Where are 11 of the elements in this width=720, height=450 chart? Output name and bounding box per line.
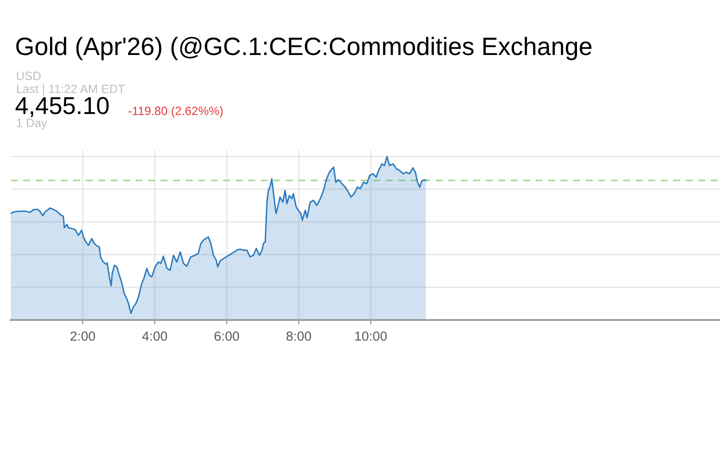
- x-tick-label: 2:00: [70, 331, 96, 341]
- text: 1 Day: [16, 118, 48, 130]
- text: Last | 11:22 AM EDT: [16, 84, 125, 96]
- text: -119.80 (2.62%%): [128, 106, 223, 118]
- chart-title: Gold (Apr'26) (@GC.1:CEC:Commodities Exchange: [16, 36, 592, 60]
- x-tick-label: 4:00: [142, 331, 168, 341]
- x-tick-label: 6:00: [214, 331, 240, 341]
- x-tick-label: 10:00: [355, 331, 387, 341]
- x-tick-label: 8:00: [286, 331, 312, 341]
- text: 4,455.10: [16, 97, 109, 118]
- chart-subtitle: USD: [16, 72, 41, 80]
